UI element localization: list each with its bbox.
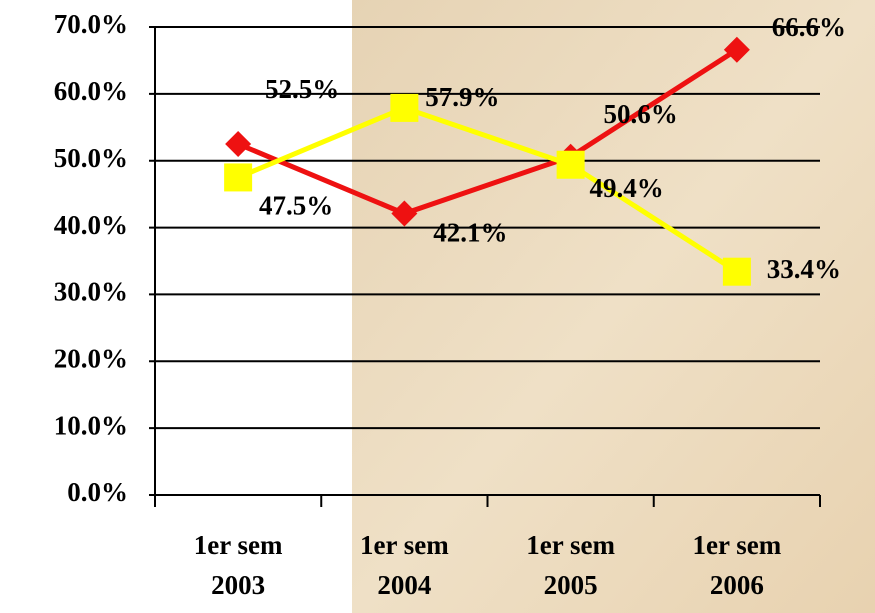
marker [723, 258, 751, 286]
data-label: 50.6% [604, 99, 678, 129]
x-tick-label: 1er sem [693, 530, 782, 560]
x-tick-label: 1er sem [194, 530, 283, 560]
y-tick-label: 40.0% [54, 210, 128, 240]
data-label: 52.5% [265, 74, 339, 104]
x-tick-label: 1er sem [526, 530, 615, 560]
chart: 0.0% 10.0% 20.0% 30.0% 40.0% 50.0% 60.0% 70.0% 1… [0, 0, 875, 613]
y-tick-label: 50.0% [54, 143, 128, 173]
y-tick-label: 0.0% [67, 477, 128, 507]
x-tick-label: 2004 [377, 570, 431, 600]
y-tick-label: 30.0% [54, 277, 128, 307]
data-label: 49.4% [590, 173, 664, 203]
marker [224, 163, 252, 191]
y-tick-label: 70.0% [54, 9, 128, 39]
x-tick-label: 2003 [211, 570, 265, 600]
marker [390, 94, 418, 122]
data-label: 42.1% [433, 218, 507, 248]
y-tick-label: 60.0% [54, 76, 128, 106]
x-tick-label: 2005 [544, 570, 598, 600]
data-label: 33.4% [767, 254, 841, 284]
marker [557, 151, 585, 179]
data-label: 47.5% [259, 191, 333, 221]
data-label: 66.6% [772, 12, 846, 42]
x-tick-label: 1er sem [360, 530, 449, 560]
x-tick-label: 2006 [710, 570, 764, 600]
y-tick-label: 20.0% [54, 343, 128, 373]
data-label: 57.9% [425, 82, 499, 112]
y-tick-label: 10.0% [54, 410, 128, 440]
